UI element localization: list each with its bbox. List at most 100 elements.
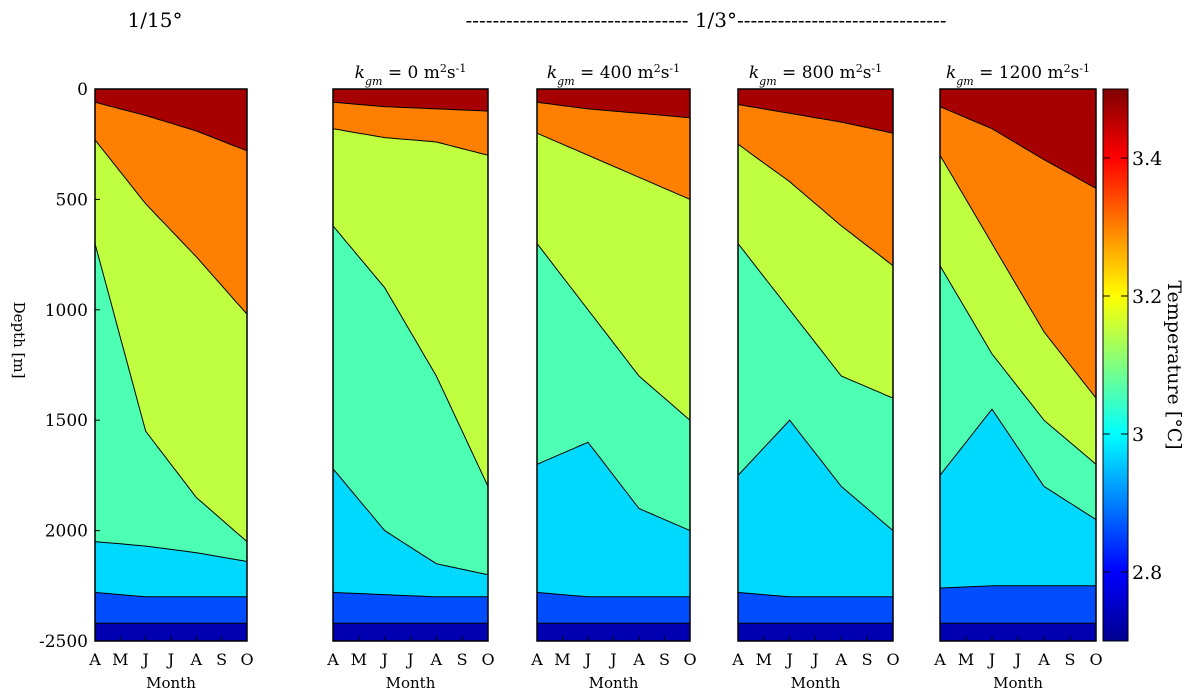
isotherm-line: [536, 101, 691, 119]
month-tick-label: A: [88, 650, 101, 669]
temperature-band: [738, 420, 893, 597]
colorbar-title: Temperature [°C]: [1163, 280, 1185, 449]
isotherm-line: [737, 243, 894, 399]
temperature-band: [940, 89, 1096, 189]
resolution-label-1-3: --------------------------------- 1/3°--…: [465, 8, 946, 32]
temperature-band: [738, 104, 893, 266]
temperature-band: [95, 623, 247, 641]
month-tick-label: A: [326, 650, 339, 669]
month-tick-label: M: [351, 650, 367, 669]
month-tick-label: A: [835, 650, 848, 669]
isotherm-line: [536, 441, 691, 532]
isotherm-line: [939, 154, 1097, 399]
month-tick-label: S: [1065, 650, 1076, 669]
x-axis-title: Month: [146, 674, 196, 692]
month-tick-label: A: [933, 650, 946, 669]
depth-tick-label: 1500: [45, 411, 88, 431]
temperature-band: [333, 102, 488, 156]
month-tick-label: J: [583, 650, 591, 669]
resolution-label-1-15: 1/15°: [128, 8, 183, 32]
isotherm-line: [332, 128, 489, 156]
isotherm-line: [737, 419, 894, 531]
temperature-band: [940, 265, 1096, 520]
month-tick-label: A: [430, 650, 443, 669]
temperature-band: [537, 442, 690, 597]
isotherm-line: [94, 243, 248, 542]
isotherm-line: [94, 591, 247, 598]
colorbar-tick-label: 3.4: [1132, 148, 1162, 170]
temperature-band: [738, 144, 893, 399]
temperature-band: [738, 89, 893, 134]
temperature-band: [95, 102, 247, 315]
isotherm-line: [332, 591, 488, 598]
month-tick-label: A: [1037, 650, 1050, 669]
month-tick-label: O: [240, 650, 253, 669]
isotherm-line: [939, 265, 1097, 465]
temperature-band: [95, 243, 247, 562]
month-tick-label: O: [481, 650, 494, 669]
temperature-band: [537, 102, 690, 200]
month-tick-label: J: [166, 650, 174, 669]
temperature-band: [333, 468, 488, 597]
month-tick-label: J: [140, 650, 148, 669]
temperature-band: [537, 592, 690, 624]
depth-tick-label: 500: [56, 190, 88, 210]
temperature-band: [940, 155, 1096, 465]
temperature-band: [537, 133, 690, 421]
panel-title: kgm = 400 m2s-1: [547, 62, 680, 88]
month-tick-label: S: [216, 650, 227, 669]
month-tick-label: M: [112, 650, 128, 669]
isotherm-line: [332, 101, 489, 112]
panel-title: kgm = 1200 m2s-1: [946, 62, 1090, 88]
temperature-band: [940, 409, 1096, 588]
month-tick-label: S: [457, 650, 468, 669]
depth-tick-label: -2500: [39, 632, 88, 652]
month-tick-label: J: [608, 650, 616, 669]
month-tick-label: S: [659, 650, 670, 669]
isotherm-line: [536, 243, 691, 421]
temperature-band: [333, 225, 488, 575]
temperature-band: [940, 623, 1096, 641]
month-tick-label: M: [958, 650, 974, 669]
month-tick-label: A: [731, 650, 744, 669]
isotherm-line: [737, 591, 893, 598]
colorbar-ticks: 2.8 3 3.2 3.4: [1103, 148, 1162, 584]
temperature-band: [537, 243, 690, 531]
colorbar-gradient: [1102, 88, 1129, 642]
month-tick-label: S: [862, 650, 873, 669]
temperature-band: [738, 243, 893, 531]
isotherm-line: [94, 139, 248, 315]
month-tick-label: A: [530, 650, 543, 669]
depth-tick-label: 0: [77, 80, 88, 100]
x-axis-title: Month: [993, 674, 1043, 692]
month-tick-label: J: [784, 650, 792, 669]
x-axis-title: Month: [791, 674, 841, 692]
month-tick-label: A: [632, 650, 645, 669]
temperature-band: [738, 592, 893, 624]
colorbar: 2.8 3 3.2 3.4 Temperature [°C]: [1102, 88, 1185, 642]
panel-title: kgm = 800 m2s-1: [749, 62, 882, 88]
isotherm-line: [939, 106, 1097, 189]
panel-title: kgm = 0 m2s-1: [355, 62, 467, 88]
colorbar-tick-label: 3: [1132, 424, 1144, 446]
isotherm-line: [737, 143, 894, 266]
isotherm-line: [332, 225, 489, 487]
x-axis-title: Month: [386, 674, 436, 692]
temperature-band: [537, 623, 690, 641]
colorbar-tick-label: 3.2: [1132, 286, 1162, 308]
colorbar-tick-label: 2.8: [1132, 562, 1162, 584]
month-tick-label: O: [886, 650, 899, 669]
isotherm-line: [536, 591, 690, 598]
isotherm-line: [737, 104, 894, 134]
temperature-band: [738, 623, 893, 641]
isotherm-line: [536, 132, 691, 200]
month-tick-label: O: [1089, 650, 1102, 669]
depth-tick-label: 1000: [45, 301, 88, 321]
